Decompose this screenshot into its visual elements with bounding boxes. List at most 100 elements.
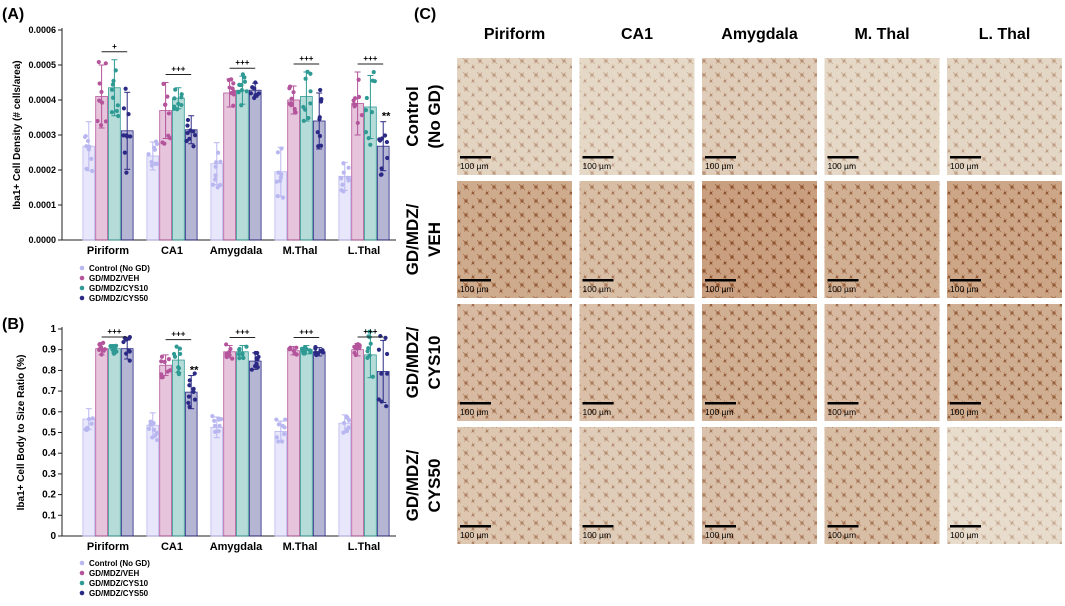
data-point <box>166 357 172 362</box>
data-point <box>212 423 218 428</box>
scale-bar <box>460 279 491 282</box>
row-header-line: Control <box>403 86 422 146</box>
data-point <box>176 371 182 377</box>
scale-bar-label: 100 µm <box>583 530 612 540</box>
y-tick-label: 0.1 <box>42 510 56 521</box>
data-point <box>378 333 383 339</box>
data-point <box>150 435 155 440</box>
data-point <box>216 429 221 434</box>
data-point <box>166 111 172 116</box>
significance-marker: +++ <box>171 330 185 339</box>
scale-bar-label: 100 µm <box>705 161 734 171</box>
micrograph-cells <box>457 427 572 544</box>
scale-bar <box>582 156 614 159</box>
scale-bar-label: 100 µm <box>583 407 612 417</box>
data-point <box>111 78 116 83</box>
data-point <box>159 354 165 359</box>
scale-bar <box>705 279 736 282</box>
data-point <box>282 431 287 437</box>
data-point <box>230 356 235 361</box>
scale-bar <box>827 402 859 405</box>
data-point <box>97 347 102 352</box>
data-point <box>179 95 184 100</box>
data-point <box>127 349 132 354</box>
data-point <box>185 130 190 136</box>
significance-marker: +++ <box>235 328 249 337</box>
data-point <box>151 427 157 432</box>
data-point <box>218 159 223 164</box>
data-point <box>226 77 231 83</box>
legend-label: Control (No GD) <box>89 264 150 273</box>
data-point <box>191 389 196 395</box>
data-point <box>165 94 170 99</box>
data-point <box>244 344 249 349</box>
data-point <box>292 351 297 356</box>
scale-bar-label: 100 µm <box>583 284 612 294</box>
bar-control-no-gd- <box>210 426 224 537</box>
column-header: Piriform <box>484 26 545 43</box>
data-point <box>148 419 153 424</box>
data-point <box>90 416 95 421</box>
scale-bar-label: 100 µm <box>705 407 734 417</box>
legend-marker <box>79 580 85 586</box>
legend-marker <box>79 295 85 301</box>
bar-gd-mdz-cys50 <box>248 360 262 537</box>
data-point <box>356 94 362 100</box>
data-point <box>90 168 95 174</box>
y-tick-label: 0.0002 <box>28 165 56 175</box>
data-point <box>230 86 235 91</box>
micrograph-cells <box>579 181 695 298</box>
data-point <box>192 371 197 376</box>
data-point <box>184 138 189 144</box>
micrograph-cells <box>824 181 940 298</box>
data-point <box>177 346 182 351</box>
y-tick-label: 0.7 <box>42 386 56 397</box>
data-point <box>274 435 279 440</box>
data-point <box>227 353 232 358</box>
data-point <box>210 414 215 419</box>
data-point <box>213 164 218 169</box>
data-point <box>241 355 246 361</box>
y-tick-label: 1 <box>50 324 56 335</box>
data-point <box>172 96 177 101</box>
data-point <box>352 96 358 101</box>
data-point <box>302 344 308 350</box>
data-point <box>123 86 128 91</box>
data-point <box>293 110 298 115</box>
data-point <box>191 386 196 391</box>
y-tick-label: 0.0006 <box>28 25 56 35</box>
row-header-line: VEH <box>425 222 444 257</box>
significance-marker: +++ <box>363 327 377 336</box>
micrograph-grid: Piriform CA1 Amygdala M. Thal L. Thal Control… <box>403 26 1062 544</box>
data-point <box>239 88 244 93</box>
scale-bar-label: 100 µm <box>950 530 979 540</box>
data-point <box>185 117 191 123</box>
data-point <box>255 357 260 362</box>
column-header: L. Thal <box>979 26 1031 43</box>
data-point <box>364 95 369 101</box>
data-point <box>289 96 294 101</box>
bar-gd-mdz-cys10 <box>236 351 249 537</box>
significance-marker: +++ <box>235 58 249 67</box>
significance-marker: +++ <box>363 54 377 63</box>
scale-bar <box>950 402 981 405</box>
scale-bar-label: 100 µm <box>460 161 489 171</box>
data-point <box>228 346 233 352</box>
row-header-line: GD/MDZ/ <box>403 449 422 521</box>
data-point <box>356 77 361 82</box>
data-point <box>154 161 159 166</box>
scale-bar-label: 100 µm <box>950 284 979 294</box>
data-point <box>239 103 244 108</box>
scale-bar <box>582 402 614 405</box>
data-point <box>162 359 167 365</box>
data-point <box>154 430 159 436</box>
data-point <box>186 394 192 399</box>
data-point <box>212 177 218 182</box>
data-point <box>160 140 165 145</box>
data-point <box>236 90 241 95</box>
data-point <box>274 179 279 184</box>
data-point <box>305 69 310 74</box>
data-point <box>346 165 351 170</box>
micrograph-cells <box>457 304 572 421</box>
data-point <box>185 123 190 128</box>
